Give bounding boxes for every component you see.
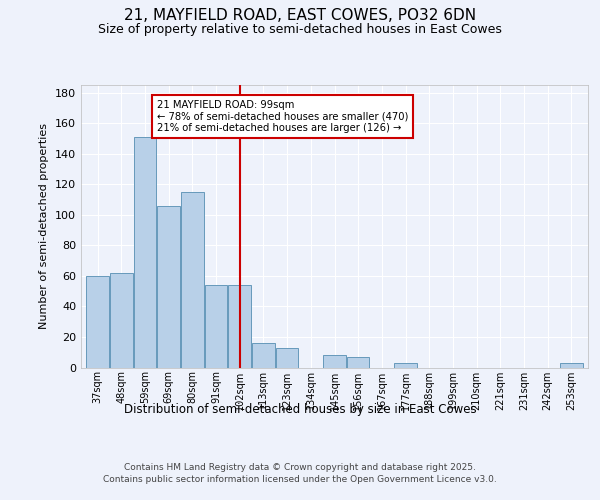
Text: 21, MAYFIELD ROAD, EAST COWES, PO32 6DN: 21, MAYFIELD ROAD, EAST COWES, PO32 6DN	[124, 8, 476, 22]
Bar	[157, 206, 180, 368]
Bar	[181, 192, 203, 368]
Bar	[229, 285, 251, 368]
Bar	[347, 357, 370, 368]
Bar	[560, 363, 583, 368]
Bar	[323, 356, 346, 368]
Bar	[86, 276, 109, 368]
Text: Contains public sector information licensed under the Open Government Licence v3: Contains public sector information licen…	[103, 475, 497, 484]
Bar	[276, 348, 298, 368]
Bar	[252, 343, 275, 367]
Bar	[134, 137, 156, 368]
Text: Size of property relative to semi-detached houses in East Cowes: Size of property relative to semi-detach…	[98, 22, 502, 36]
Text: Distribution of semi-detached houses by size in East Cowes: Distribution of semi-detached houses by …	[124, 402, 476, 415]
Text: 21 MAYFIELD ROAD: 99sqm
← 78% of semi-detached houses are smaller (470)
21% of s: 21 MAYFIELD ROAD: 99sqm ← 78% of semi-de…	[157, 100, 408, 134]
Text: Contains HM Land Registry data © Crown copyright and database right 2025.: Contains HM Land Registry data © Crown c…	[124, 462, 476, 471]
Bar	[394, 363, 417, 368]
Y-axis label: Number of semi-detached properties: Number of semi-detached properties	[40, 123, 49, 329]
Bar	[205, 285, 227, 368]
Bar	[110, 273, 133, 368]
